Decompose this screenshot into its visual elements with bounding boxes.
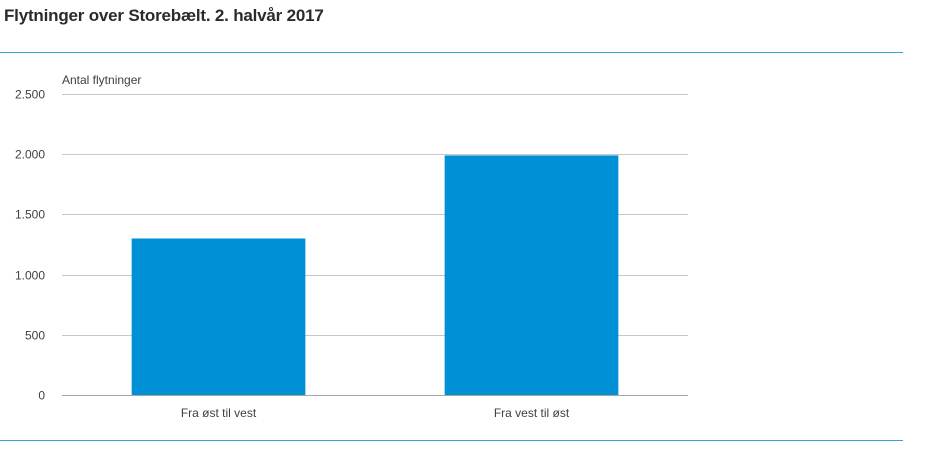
y-tick-label: 2.000 — [15, 148, 45, 162]
x-category-label: Fra øst til vest — [181, 406, 257, 420]
x-category-label: Fra vest til øst — [494, 406, 570, 420]
x-axis-labels: Fra øst til vest Fra vest til øst — [181, 406, 570, 420]
bar — [444, 155, 619, 395]
y-axis-label: Antal flytninger — [62, 73, 141, 87]
y-tick-label: 500 — [25, 329, 45, 343]
y-tick-label: 0 — [38, 389, 45, 403]
bottom-divider — [0, 440, 903, 441]
y-tick-label: 2.500 — [15, 88, 45, 102]
top-divider — [0, 52, 903, 53]
y-tick-label: 1.000 — [15, 269, 45, 283]
chart-title: Flytninger over Storebælt. 2. halvår 201… — [4, 6, 324, 25]
bars — [131, 155, 619, 395]
y-axis-ticks: 0 500 1.000 1.500 2.000 2.500 — [15, 88, 45, 403]
y-tick-label: 1.500 — [15, 208, 45, 222]
bar — [131, 238, 306, 395]
